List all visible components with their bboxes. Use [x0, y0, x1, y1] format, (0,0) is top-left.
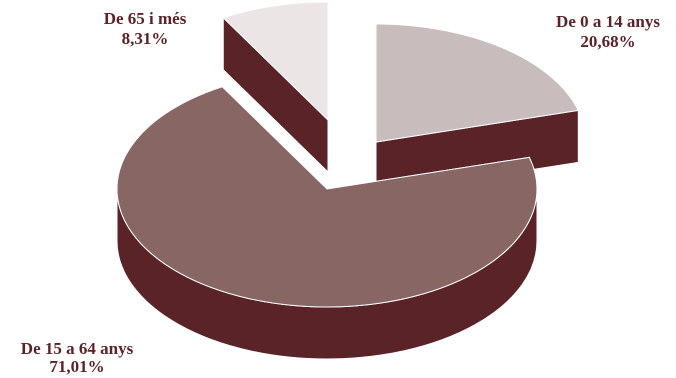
pie-slice-65-plus-top	[222, 1, 329, 122]
label-15-64-value: 71,01%	[49, 357, 104, 376]
pie-slice-15-64	[116, 85, 538, 360]
pie-slice-0-14-top	[375, 23, 580, 143]
pie-slice-65-plus	[222, 1, 329, 174]
label-0-14-category: De 0 a 14 anys	[556, 12, 660, 31]
label-15-64-category: De 15 a 64 anys	[21, 339, 134, 358]
pie-slices	[116, 1, 580, 360]
pie-slice-15-64-top	[116, 86, 538, 308]
label-65-plus-value: 8,31%	[122, 29, 169, 48]
label-0-14-value: 20,68%	[580, 32, 635, 51]
label-65-plus-category: De 65 i més	[104, 9, 187, 28]
